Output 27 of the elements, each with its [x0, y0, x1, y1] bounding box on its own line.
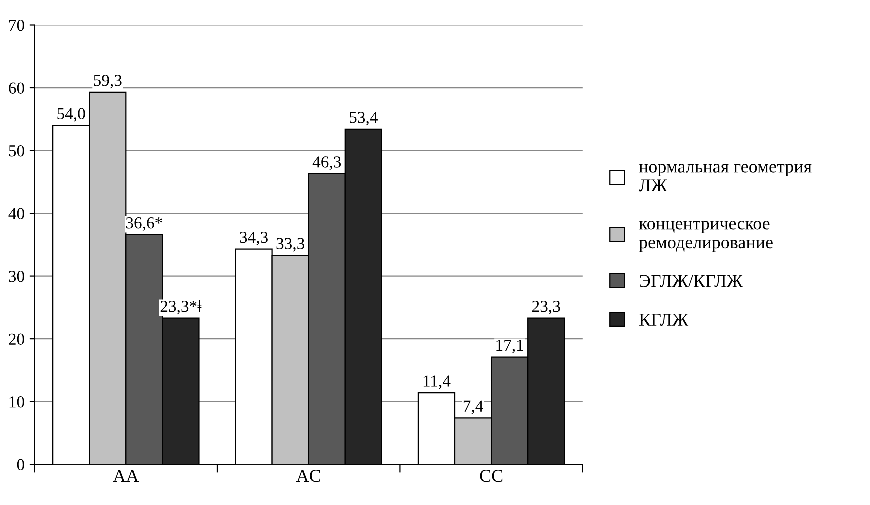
- data-label: 59,3: [94, 75, 122, 89]
- y-tick-label: 20: [9, 334, 24, 346]
- data-label: 11,4: [424, 376, 451, 390]
- y-tick-label: 60: [9, 82, 24, 94]
- x-tick-label: AC: [296, 470, 320, 482]
- data-label: 33,3: [276, 238, 305, 252]
- data-label: 36,6*: [126, 218, 162, 232]
- data-label: 7,4: [464, 400, 484, 414]
- y-tick-label: 0: [17, 459, 24, 471]
- y-tick-label: 50: [9, 145, 24, 157]
- data-label: 23,3: [532, 300, 560, 315]
- data-label: 46,3: [312, 156, 342, 170]
- x-tick-label: AA: [113, 470, 140, 482]
- y-tick-label: 40: [8, 208, 24, 220]
- data-label: 53,4: [350, 112, 378, 126]
- y-tick-label: 70: [10, 20, 24, 32]
- legend-label: концентрическое ремоделирование: [639, 221, 773, 252]
- legend-label: КГЛЖ: [640, 314, 689, 326]
- legend-label: ЭГЛЖ/КГЛЖ: [640, 275, 743, 288]
- y-tick-label: 30: [9, 271, 24, 282]
- data-label: 23,3*ǂ: [160, 300, 202, 315]
- data-label: 17,1: [496, 340, 524, 354]
- data-label: 34,3: [240, 232, 268, 246]
- x-tick-label: CC: [480, 470, 503, 482]
- data-label: 54,0: [58, 108, 86, 122]
- y-tick-label: 10: [10, 396, 24, 408]
- legend-label: нормальная геометрия ЛЖ: [639, 164, 812, 192]
